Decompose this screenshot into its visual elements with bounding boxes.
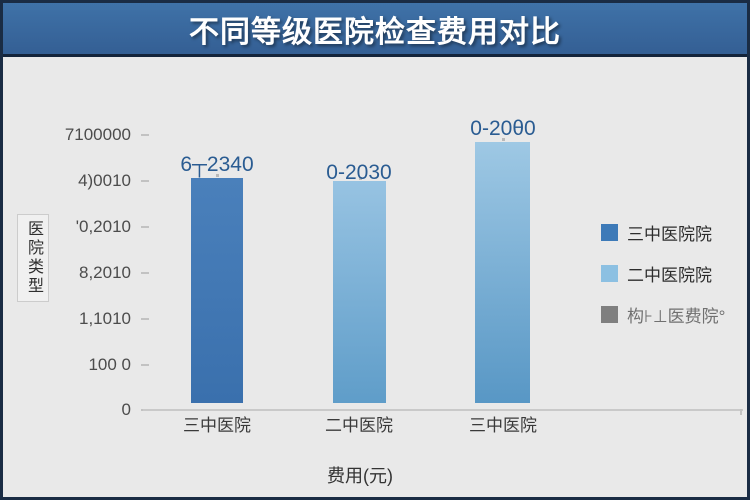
y-axis-title: 医院类型 xyxy=(17,214,49,302)
bar-value-label: 6┬2340 xyxy=(180,153,254,176)
legend-item: 三中医院院 xyxy=(601,223,725,244)
y-tick-mark xyxy=(141,272,149,274)
bar-hospital-3 xyxy=(475,138,530,403)
chart-title: 不同等级医院检查费用对比 xyxy=(189,15,561,49)
y-tick-mark xyxy=(141,226,149,228)
legend-label: 构⊦⊥医费院° xyxy=(627,306,726,326)
legend-label: 二中医院院 xyxy=(627,265,712,285)
x-axis-end-tick xyxy=(740,409,742,415)
bar-hospital-1 xyxy=(191,174,243,403)
bar-top-notch xyxy=(501,138,505,141)
y-tick-label: 0 xyxy=(121,400,131,419)
y-tick-label: 100 0 xyxy=(88,355,131,374)
bar-hospital-2 xyxy=(333,177,386,403)
y-tick-label: 7100000 xyxy=(64,125,131,144)
legend-swatch-icon xyxy=(601,305,618,323)
y-tick-mark xyxy=(141,318,149,320)
bar-value-label: 0-2030 xyxy=(326,161,392,184)
x-category-label: 三中医院 xyxy=(469,416,537,435)
legend-swatch-icon xyxy=(601,264,618,282)
y-tick-mark xyxy=(141,180,149,182)
legend-label: 三中医院院 xyxy=(627,224,712,244)
bar-value-label: 0-20θ0 xyxy=(470,117,536,140)
legend-swatch-icon xyxy=(601,223,618,241)
x-axis-title: 费用(元) xyxy=(327,466,393,486)
y-tick-label: 1,1010 xyxy=(79,309,131,328)
y-tick-label: 4)0010 xyxy=(78,171,131,190)
legend-item: 构⊦⊥医费院° xyxy=(601,305,725,326)
y-tick-label: '0,2010 xyxy=(75,217,131,236)
bar-top-notch xyxy=(216,174,219,177)
legend: 三中医院院 二中医院院 构⊦⊥医费院° xyxy=(601,223,725,346)
bar-top-notch xyxy=(358,177,362,180)
y-tick-mark xyxy=(141,134,149,136)
x-axis-line xyxy=(143,409,743,411)
chart-title-bar: 不同等级医院检查费用对比 xyxy=(3,3,747,57)
y-tick-mark xyxy=(141,364,149,366)
x-category-label: 二中医院 xyxy=(325,416,393,435)
x-category-label: 三中医院 xyxy=(183,416,251,435)
y-tick-label: 8,2010 xyxy=(79,263,131,282)
legend-item: 二中医院院 xyxy=(601,264,725,285)
